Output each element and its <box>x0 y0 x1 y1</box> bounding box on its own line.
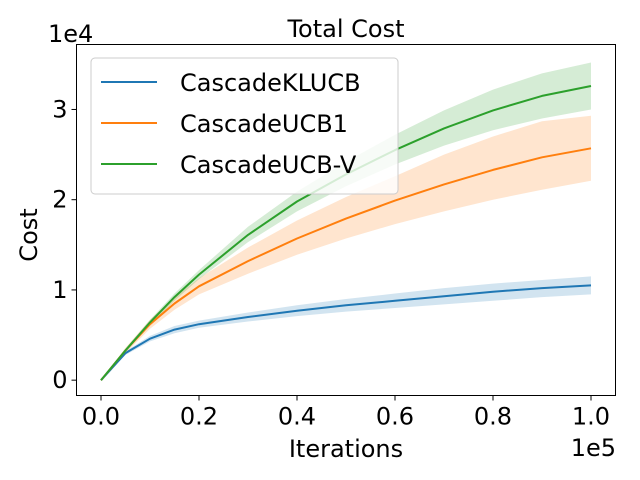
x-multiplier-label: 1e5 <box>571 434 616 462</box>
plot-frame <box>76 44 616 396</box>
y-tick-label: 2 <box>52 186 67 214</box>
x-tick-label: 0.0 <box>82 403 120 431</box>
axis-ticks: 0.0 0.2 0.4 0.6 0.8 1.0 0 1 2 3 <box>52 95 610 430</box>
y-multiplier-label: 1e4 <box>48 20 93 48</box>
series-lines <box>100 85 592 381</box>
chart-title: Total Cost <box>286 15 404 43</box>
x-tick-label: 0.8 <box>474 403 512 431</box>
y-tick-label: 0 <box>52 366 67 394</box>
legend-label-2: CascadeUCB-V <box>180 151 357 179</box>
y-tick-label: 1 <box>52 276 67 304</box>
x-tick-label: 1.0 <box>572 403 610 431</box>
y-tick-label: 3 <box>52 95 67 123</box>
legend: CascadeKLUCB CascadeUCB1 CascadeUCB-V <box>90 57 399 195</box>
legend-label-0: CascadeKLUCB <box>180 69 361 97</box>
confidence-band-0 <box>101 276 591 381</box>
series-line-1 <box>100 147 592 381</box>
confidence-band-1 <box>101 115 591 381</box>
x-tick-label: 0.2 <box>180 403 218 431</box>
x-tick-label: 0.6 <box>376 403 414 431</box>
series-line-2 <box>100 85 592 381</box>
y-axis-title: Cost <box>15 208 43 261</box>
confidence-band-2 <box>101 62 591 381</box>
x-tick-label: 0.4 <box>278 403 316 431</box>
x-axis-title: Iterations <box>289 435 403 463</box>
series-line-0 <box>100 284 592 381</box>
confidence-bands <box>101 62 591 381</box>
legend-label-1: CascadeUCB1 <box>180 110 348 138</box>
legend-box <box>90 57 399 195</box>
